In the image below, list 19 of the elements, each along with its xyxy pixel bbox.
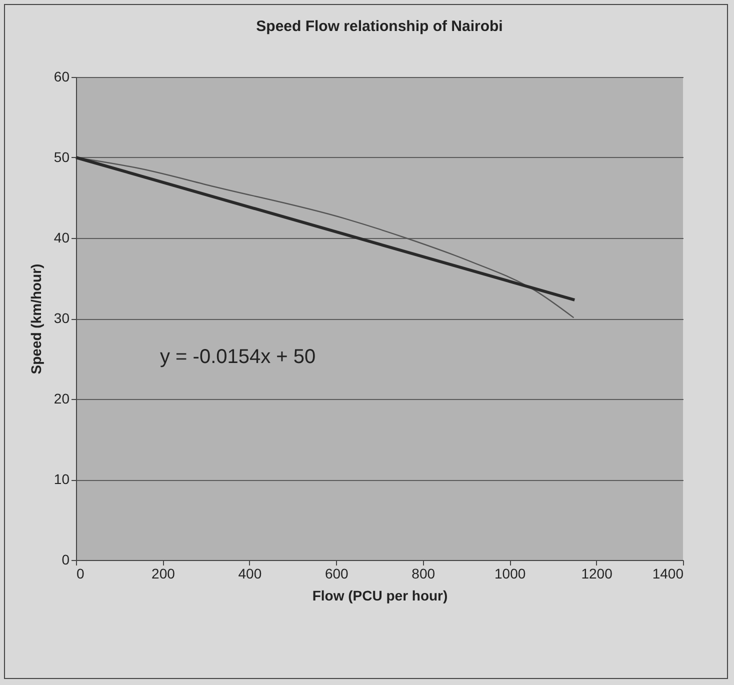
y-tick-label: 50 [54,149,70,165]
x-tick-label: 600 [324,566,349,582]
x-tick-label: 800 [412,566,436,582]
y-tick-label: 40 [54,230,70,246]
y-tick-label: 10 [54,471,70,487]
y-tick-label: 30 [54,310,70,326]
y-tick-label: 20 [54,390,70,406]
x-tick-label: 1400 [652,566,684,582]
x-tick-label: 1200 [581,566,613,582]
y-axis-title: Speed (km/hour) [28,264,44,374]
x-tick-label: 200 [152,566,176,582]
y-tick-label: 60 [54,68,70,84]
x-tick-label: 0 [76,566,84,582]
x-axis-title: Flow (PCU per hour) [312,588,448,604]
y-tick-label: 0 [62,552,70,568]
annotation: y = -0.0154x + 50 [160,346,316,368]
x-tick-label: 400 [238,566,262,582]
chart-title: Speed Flow relationship of Nairobi [256,18,503,35]
x-tick-label: 1000 [494,566,526,582]
